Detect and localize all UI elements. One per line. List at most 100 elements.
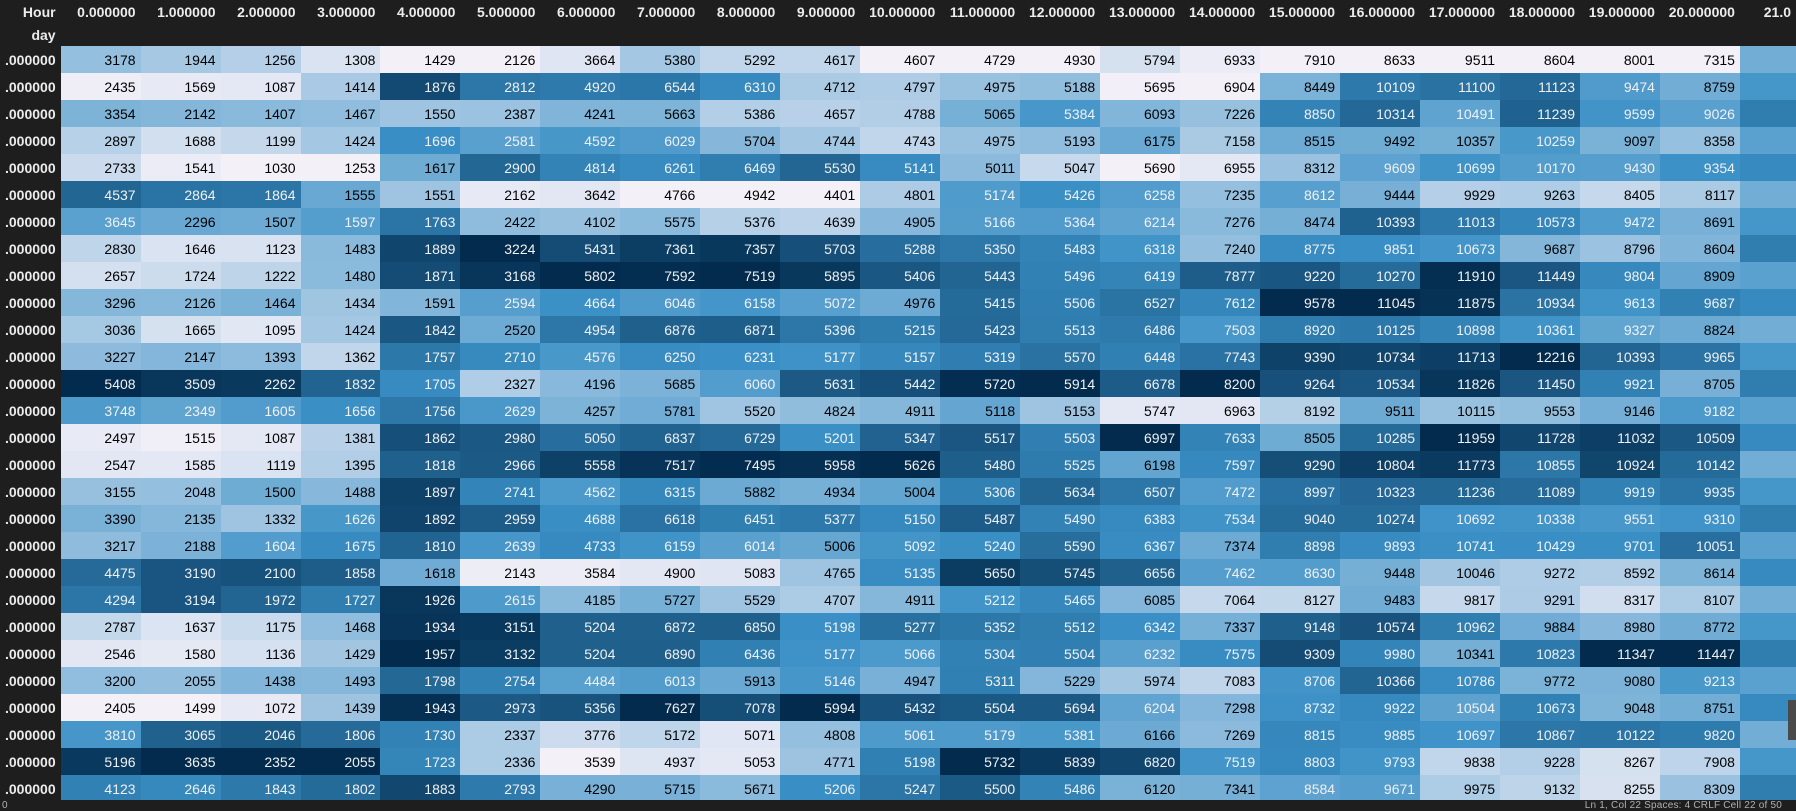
heatmap-cell: 7877 [1180,262,1261,289]
heatmap-cell: 2959 [460,505,541,532]
heatmap-cell: 4185 [540,586,621,613]
heatmap-cell: 10323 [1340,478,1421,505]
heatmap-cell: 1424 [300,127,381,154]
heatmap-cell: 8997 [1260,478,1341,505]
column-header: 1.000000 [140,0,221,24]
column-header: 8.000000 [700,0,781,24]
heatmap-cell: 9511 [1420,46,1501,73]
heatmap-cell: 2352 [220,748,301,775]
heatmap-cell: 8633 [1340,46,1421,73]
heatmap-cell: 10699 [1420,154,1501,181]
heatmap-cell: 5715 [620,775,701,800]
heatmap-cell: 5913 [700,667,781,694]
heatmap-cell: 7276 [1180,208,1261,235]
heatmap-cell: 11450 [1500,370,1580,397]
heatmap-cell: 5634 [1020,478,1101,505]
heatmap-cell: 5072 [780,289,861,316]
table-row: .000000 3155 2048 1500 1488 1897 2741 4562 6315 5… [0,478,1796,505]
heatmap-cell: 3390 [60,505,141,532]
heatmap-cell: 2497 [60,424,141,451]
heatmap-cell-partial [1739,694,1796,721]
heatmap-cell: 9472 [1580,208,1660,235]
heatmap-cell: 6618 [620,505,701,532]
heatmap-cell: 5356 [540,694,621,721]
heatmap-cell: 8909 [1659,262,1740,289]
column-header: 17.000000 [1420,0,1501,24]
table-row: .000000 5196 3635 2352 2055 1723 2336 3539 4937 5… [0,748,1796,775]
heatmap-cell: 6261 [620,154,701,181]
heatmap-cell: 7235 [1180,181,1261,208]
heatmap-cell: 3217 [60,532,141,559]
heatmap-cell: 6383 [1100,505,1181,532]
heatmap-cell-partial [1739,532,1796,559]
empty-header-cell [140,24,221,46]
heatmap-cell: 1585 [140,451,221,478]
index-label-row: day [0,24,1796,46]
heatmap-cell: 10393 [1580,343,1660,370]
heatmap-cell: 2162 [460,181,541,208]
column-header: 12.000000 [1020,0,1101,24]
heatmap-cell: 5319 [940,343,1021,370]
heatmap-cell: 6085 [1100,586,1181,613]
heatmap-cell: 1438 [220,667,301,694]
empty-header-cell [220,24,301,46]
heatmap-cell: 11728 [1500,424,1580,451]
heatmap-cell: 1656 [300,397,381,424]
heatmap-cell: 2830 [60,235,141,262]
heatmap-cell: 5631 [780,370,861,397]
heatmap-cell: 1818 [380,451,461,478]
heatmap-cell: 1381 [300,424,381,451]
heatmap-cell: 2055 [140,667,221,694]
heatmap-cell: 1876 [380,73,461,100]
empty-header-cell [620,24,701,46]
heatmap-cell: 9448 [1340,559,1421,586]
heatmap-cell: 3509 [140,370,221,397]
heatmap-cell: 2435 [60,73,141,100]
heatmap-cell: 5529 [700,586,781,613]
heatmap-cell: 9132 [1500,775,1580,800]
heatmap-cell: 1842 [380,316,461,343]
heatmap-cell: 1439 [300,694,381,721]
heatmap-cell: 6876 [620,316,701,343]
row-index-label: .000000 [0,100,61,127]
heatmap-cell: 5496 [1020,262,1101,289]
heatmap-cell: 2547 [60,451,141,478]
table-row: .000000 2897 1688 1199 1424 1696 2581 4592 6029 5… [0,127,1796,154]
heatmap-cell: 5513 [1020,316,1101,343]
column-header: 7.000000 [620,0,701,24]
heatmap-cell: 10314 [1340,100,1421,127]
empty-header-cell [380,24,461,46]
heatmap-cell: 1550 [380,100,461,127]
heatmap-cell: 4766 [620,181,701,208]
heatmap-cell: 9511 [1340,397,1421,424]
heatmap-cell: 5198 [860,748,941,775]
vertical-scrollbar-thumb[interactable] [1788,700,1796,740]
heatmap-cell-partial [1739,46,1796,73]
row-index-label: .000000 [0,586,61,613]
heatmap-cell: 6451 [700,505,781,532]
heatmap-cell-partial [1739,613,1796,640]
heatmap-cell: 7357 [700,235,781,262]
heatmap-cell: 10274 [1340,505,1421,532]
heatmap-cell: 4712 [780,73,861,100]
heatmap-cell: 11013 [1420,208,1501,235]
heatmap-cell: 4947 [860,667,941,694]
heatmap-cell: 8772 [1659,613,1740,640]
heatmap-cell: 4976 [860,289,941,316]
heatmap-cell: 5118 [940,397,1021,424]
heatmap-cell: 11447 [1659,640,1740,667]
table-row: .000000 3217 2188 1604 1675 1810 2639 4733 6159 6… [0,532,1796,559]
heatmap-cell: 9213 [1659,667,1740,694]
heatmap-cell: 5525 [1020,451,1101,478]
heatmap-cell: 4729 [940,46,1021,73]
heatmap-cell: 11959 [1420,424,1501,451]
heatmap-cell: 2327 [460,370,541,397]
row-index-label: .000000 [0,478,61,505]
index-axis-label: day [0,24,61,46]
heatmap-cell: 5004 [860,478,941,505]
heatmap-cell: 4788 [860,100,941,127]
heatmap-cell: 5520 [700,397,781,424]
empty-header-cell [1340,24,1421,46]
heatmap-cell: 5347 [860,424,941,451]
